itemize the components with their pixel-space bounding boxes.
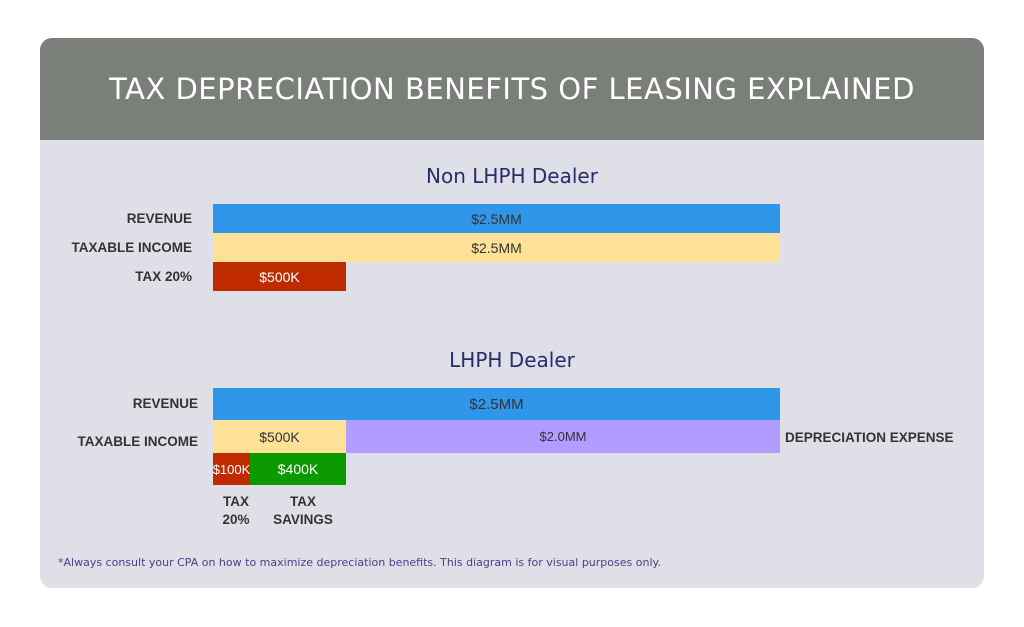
infographic-card: TAX DEPRECIATION BENEFITS OF LEASING EXP… xyxy=(40,38,984,588)
bar-label: $2.5MM xyxy=(469,395,524,413)
label-tax: TAX 20% xyxy=(135,269,192,284)
label-line: 20% xyxy=(222,512,250,527)
bar-revenue: $2.5MM xyxy=(213,204,780,233)
bar-tax-savings: $400K xyxy=(250,453,346,485)
label-line: SAVINGS xyxy=(273,512,333,527)
bar-label: $2.0MM xyxy=(539,429,587,444)
footnote: *Always consult your CPA on how to maxim… xyxy=(58,556,661,569)
bar-taxable-income: $500K xyxy=(213,420,346,453)
page-title: TAX DEPRECIATION BENEFITS OF LEASING EXP… xyxy=(40,38,984,140)
label-line: TAX xyxy=(223,494,249,509)
bar-label: $500K xyxy=(259,268,300,285)
bar-label: $100K xyxy=(212,461,251,477)
bar-label: $2.5MM xyxy=(471,239,522,256)
label-tax-20: TAX 20% xyxy=(211,493,261,529)
label-tax-savings: TAX SAVINGS xyxy=(268,493,338,529)
label-depreciation-expense: DEPRECIATION EXPENSE xyxy=(785,430,954,445)
label-taxable-income: TAXABLE INCOME xyxy=(77,434,199,449)
chart-title-lhph: LHPH Dealer xyxy=(449,348,575,372)
bar-tax: $100K xyxy=(213,453,250,485)
bar-revenue: $2.5MM xyxy=(213,388,780,420)
label-taxable-income: TAXABLE INCOME xyxy=(71,240,193,255)
bar-label: $500K xyxy=(259,428,300,445)
bar-tax: $500K xyxy=(213,262,346,291)
label-revenue: REVENUE xyxy=(126,211,192,226)
label-revenue: REVENUE xyxy=(132,396,198,411)
bar-label: $2.5MM xyxy=(471,210,522,227)
label-line: TAX xyxy=(290,494,316,509)
bar-taxable-income: $2.5MM xyxy=(213,233,780,262)
chart-title-non-lhph: Non LHPH Dealer xyxy=(426,164,598,188)
bar-label: $400K xyxy=(277,461,319,477)
bar-depreciation-expense: $2.0MM xyxy=(346,420,780,453)
